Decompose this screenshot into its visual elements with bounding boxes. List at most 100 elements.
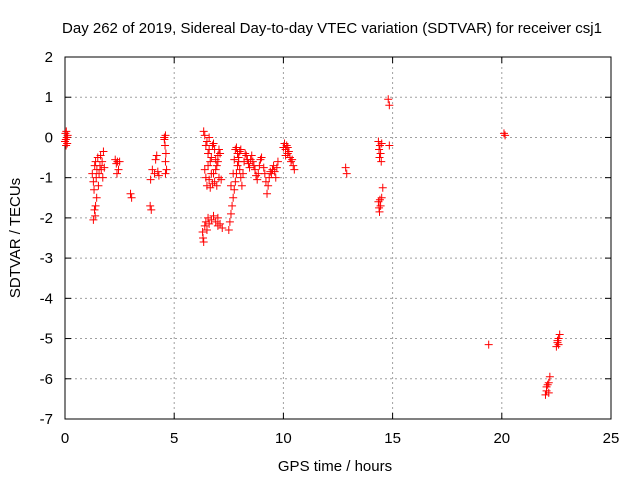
y-tick-label: 0 <box>45 129 53 146</box>
data-point <box>553 336 562 345</box>
data-point <box>201 173 210 182</box>
data-point <box>207 215 216 224</box>
data-point <box>283 143 292 152</box>
data-point <box>62 141 71 150</box>
data-point <box>281 151 290 160</box>
data-point <box>206 157 215 166</box>
data-point <box>377 157 386 166</box>
data-point <box>205 133 214 142</box>
data-point <box>282 141 291 150</box>
data-point <box>271 173 280 182</box>
data-point <box>202 225 211 234</box>
x-tick-label: 20 <box>493 430 510 447</box>
data-point <box>211 217 220 226</box>
data-point <box>555 330 564 339</box>
data-point <box>251 165 260 174</box>
data-point <box>100 163 109 172</box>
data-point <box>94 181 103 190</box>
data-point <box>207 153 216 162</box>
x-tick-label: 5 <box>170 430 178 447</box>
data-point <box>284 147 293 156</box>
y-axis-label: SDTVAR / TECUs <box>7 178 24 298</box>
data-point <box>255 161 264 170</box>
data-point <box>96 151 105 160</box>
data-point <box>374 197 383 206</box>
data-point <box>375 145 384 154</box>
data-point <box>376 201 385 210</box>
data-point <box>541 390 550 399</box>
data-point <box>208 141 217 150</box>
data-point <box>214 145 223 154</box>
x-tick-label: 0 <box>61 430 69 447</box>
data-point <box>114 165 123 174</box>
data-point <box>342 169 351 178</box>
data-point <box>212 161 221 170</box>
data-point <box>270 167 279 176</box>
data-point <box>240 157 249 166</box>
data-point <box>127 193 136 202</box>
data-point <box>245 163 254 172</box>
y-tick-label: 2 <box>45 49 53 66</box>
data-point <box>225 217 234 226</box>
data-point <box>92 193 101 202</box>
data-point <box>148 165 157 174</box>
data-point <box>226 209 235 218</box>
data-point <box>375 207 384 216</box>
ticks: 0 5 10 15 20 25 -7 -6 -5 -4 -3 -2 -1 0 1 2 <box>40 49 620 447</box>
data-point <box>63 131 72 140</box>
y-tick-label: -1 <box>40 170 53 187</box>
data-point <box>202 137 211 146</box>
data-point <box>269 161 278 170</box>
data-point <box>126 189 135 198</box>
x-tick-label: 25 <box>603 430 620 447</box>
data-point <box>544 388 553 397</box>
data-point <box>205 175 214 184</box>
data-point <box>199 127 208 136</box>
data-point <box>273 157 282 166</box>
axes <box>64 56 612 420</box>
data-point <box>150 169 159 178</box>
y-tick-label: -4 <box>40 290 53 307</box>
x-tick-label: 10 <box>275 430 292 447</box>
data-point <box>201 217 210 226</box>
data-point <box>146 175 155 184</box>
data-point <box>230 155 239 164</box>
data-point <box>237 181 246 190</box>
data-point <box>244 159 253 168</box>
data-point <box>235 165 244 174</box>
data-point <box>288 155 297 164</box>
data-point <box>153 167 162 176</box>
data-point <box>259 163 268 172</box>
data-point <box>263 189 272 198</box>
data-point <box>160 133 169 142</box>
data-point <box>253 175 262 184</box>
data-point <box>152 151 161 160</box>
data-point <box>375 141 384 150</box>
data-point <box>88 169 97 178</box>
y-tick-label: 1 <box>45 89 53 106</box>
data-point <box>233 149 242 158</box>
data-point <box>147 205 156 214</box>
data-point <box>204 213 213 222</box>
data-point <box>231 145 240 154</box>
data-point <box>161 149 170 158</box>
data-point <box>376 149 385 158</box>
data-point <box>385 101 394 110</box>
data-point <box>98 157 107 166</box>
data-point <box>161 141 170 150</box>
data-point <box>257 153 266 162</box>
data-point <box>200 165 209 174</box>
data-point <box>162 165 171 174</box>
data-point <box>91 201 100 210</box>
data-point <box>377 139 386 148</box>
data-point <box>205 219 214 228</box>
data-point <box>208 179 217 188</box>
data-point <box>499 129 508 138</box>
data-point <box>200 131 209 140</box>
data-point <box>161 169 170 178</box>
data-point <box>542 382 551 391</box>
data-point <box>543 380 552 389</box>
x-tick-label: 15 <box>384 430 401 447</box>
data-point <box>264 181 273 190</box>
data-point <box>95 169 104 178</box>
